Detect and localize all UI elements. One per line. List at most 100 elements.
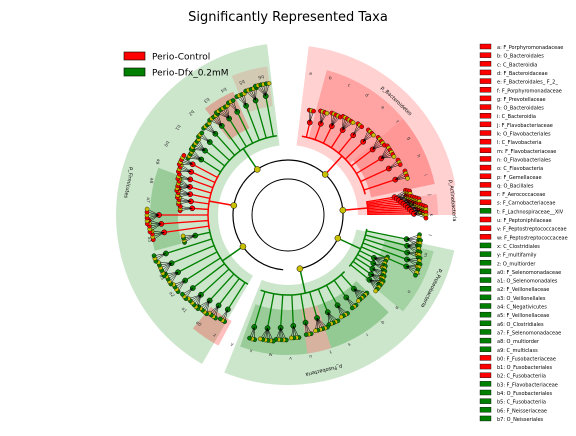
taxa-key-swatch [480,79,491,84]
taxa-key-label: p: F_Gemellaceae [497,175,542,181]
taxa-key-label: c: C_Bacteroidia [497,62,537,68]
leaf-node [258,337,262,341]
taxa-key-swatch [480,165,491,170]
taxa-key-swatch [480,243,491,248]
leaf-node [231,98,235,102]
taxa-key-label: y: F_multifamily [497,253,536,259]
taxa-key-label: a5: F_Veillonellaceae [497,313,549,319]
leaf-node [398,163,402,167]
taxa-key-swatch [480,278,491,283]
taxa-key-swatch [480,338,491,343]
taxa-key-swatch [480,416,491,421]
taxa-key-label: a9: C_multiclass [497,348,538,354]
leaf-node [267,81,271,85]
taxa-key-swatch [480,226,491,231]
taxa-key-label: a: F_Porphyromonadaceae [497,45,563,51]
taxa-key-swatch [480,217,491,222]
leaf-node [182,153,186,157]
taxa-key-swatch [480,139,491,144]
taxa-key-swatch [480,252,491,257]
taxa-key-swatch [480,390,491,395]
taxa-key-swatch [480,44,491,49]
taxa-key-swatch [480,364,491,369]
legend-label: Perio-Dfx_0.2mM [152,69,229,79]
taxa-key-swatch [480,304,491,309]
legend-label: Perio-Control [152,53,210,63]
taxa-key-swatch [480,53,491,58]
taxa-key-swatch [480,174,491,179]
leaf-node [374,289,378,293]
taxa-key-label: h: O_Bacteroidales [497,106,544,112]
chart-title: Significantly Represented Taxa [188,10,388,25]
taxa-key-swatch [480,295,491,300]
taxa-key-label: a3: O_Veillonellales [497,296,546,302]
taxa-key-swatch [480,269,491,274]
leaf-node [413,273,417,277]
taxa-key-label: b3: F_Flavobacteriaceae [497,382,558,388]
taxa-key-label: r: F_Aerococcaceae [497,192,545,198]
sector-letter: a7 [145,197,152,203]
taxa-key-label: q: O_Bacillales [497,183,534,189]
taxa-key-swatch [480,182,491,187]
inner-node [322,171,328,177]
taxon-node [163,251,168,256]
taxa-key-swatch [480,347,491,352]
taxa-key-swatch [480,329,491,334]
sector-letter: k [428,214,434,217]
legend-swatch [124,68,145,76]
taxa-key-label: n: O_Flavobacteriales [497,157,551,163]
leaf-node [371,133,375,137]
taxa-key-swatch [480,70,491,75]
inner-node [335,235,341,241]
leaf-node [325,111,329,115]
legend-swatch [124,52,145,60]
taxa-key-label: o: C_Flavobacteria [497,166,543,172]
taxa-key-swatch [480,234,491,239]
taxa-key-label: s: F_Carnobacteriaceae [497,201,556,207]
taxa-key-label: u: F_Peptoniphilaceae [497,218,552,224]
taxa-key-label: b2: C_Fusobacteriia [497,374,546,380]
taxa-key-swatch [480,113,491,118]
inner-node [340,207,346,213]
leaf-node [181,234,185,238]
taxa-key-swatch [480,286,491,291]
inner-node [297,266,303,272]
sector-letter: l [427,234,433,236]
taxa-key-label: b1: O_Fusobacteriales [497,365,552,371]
taxa-key-swatch [480,105,491,110]
taxa-key-swatch [480,321,491,326]
leaf-node [247,336,251,340]
taxa-key-label: a4: C_Negativicutes [497,305,547,311]
taxa-key-swatch [480,312,491,317]
leaf-node [356,299,360,303]
taxa-key-label: g: F_Prevotellaceae [497,97,546,103]
leaf-node [405,176,409,180]
leaf-node [152,254,156,258]
taxa-key-swatch [480,399,491,404]
taxa-key-swatch [480,156,491,161]
taxa-key-label: b7: O_Neisseriales [497,417,544,423]
sector-letter: y [230,342,235,348]
taxa-key-swatch [480,381,491,386]
taxa-key-swatch [480,131,491,136]
taxa-key-label: e: F_Bacteroidales_ F_2_ [497,80,558,86]
taxa-key-swatch [480,96,491,101]
root-circle [252,179,324,251]
taxa-key-label: b4: O_Fusobacteriales [497,391,552,397]
taxa-key-label: a8: O_multiorder [497,339,540,345]
taxa-key-label: w: F_Peptostreptococcaceae [497,235,568,241]
taxa-key-swatch [480,208,491,213]
taxa-key-label: z: O_multiorder [497,261,536,267]
leaf-node [313,329,317,333]
taxa-key-label: a1: O_Selenomonadales [497,279,558,285]
taxa-key-swatch [480,148,491,153]
taxa-key-swatch [480,122,491,127]
taxa-key-swatch [480,373,491,378]
taxa-key-swatch [480,87,491,92]
taxa-key-label: v: F_Peptostreptococcaceae [497,227,567,233]
leaf-node [304,333,308,337]
leaf-node [424,216,428,220]
taxa-key-label: a7: F_Selenomonadaceae [497,330,561,336]
leaf-node [351,121,355,125]
